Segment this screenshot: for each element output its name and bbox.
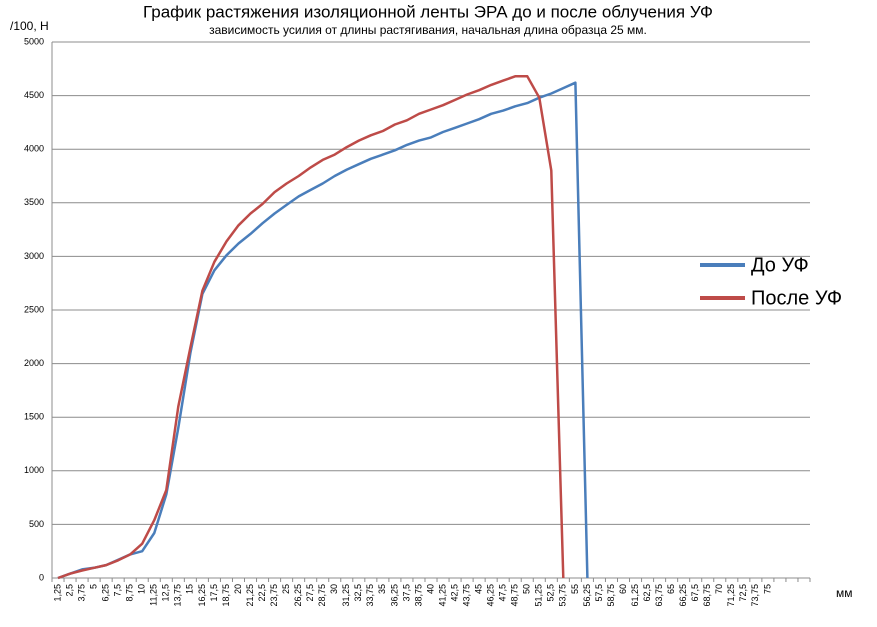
x-tick-label: 48,75 <box>510 584 520 607</box>
x-tick-label: 13,75 <box>173 584 183 607</box>
x-tick-label: 15 <box>185 584 195 594</box>
y-tick-label: 5000 <box>24 36 44 46</box>
x-tick-label: 52,5 <box>546 584 556 602</box>
x-tick-label: 58,75 <box>606 584 616 607</box>
x-tick-label: 37,5 <box>401 584 411 602</box>
y-tick-label: 3500 <box>24 197 44 207</box>
y-tick-label: 2500 <box>24 304 44 314</box>
y-tick-label: 2000 <box>24 358 44 368</box>
x-axis-label: мм <box>836 586 853 600</box>
series-line <box>57 81 589 580</box>
y-tick-label: 4500 <box>24 90 44 100</box>
x-tick-label: 33,75 <box>365 584 375 607</box>
x-tick-label: 72,5 <box>738 584 748 602</box>
legend-label: После УФ <box>751 287 842 309</box>
x-tick-label: 43,75 <box>461 584 471 607</box>
x-tick-label: 61,25 <box>630 584 640 607</box>
x-tick-label: 50 <box>522 584 532 594</box>
x-tick-label: 26,25 <box>293 584 303 607</box>
x-tick-label: 31,25 <box>341 584 351 607</box>
x-tick-label: 36,25 <box>389 584 399 607</box>
chart-title: График растяжения изоляционной ленты ЭРА… <box>143 2 713 21</box>
x-tick-label: 12,5 <box>161 584 171 602</box>
x-tick-label: 71,25 <box>726 584 736 607</box>
x-tick-label: 55 <box>570 584 580 594</box>
y-tick-label: 1000 <box>24 465 44 475</box>
x-tick-label: 22,5 <box>257 584 267 602</box>
y-axis-label: /100, Н <box>10 19 49 33</box>
x-tick-label: 56,25 <box>582 584 592 607</box>
x-tick-label: 38,75 <box>413 584 423 607</box>
x-tick-label: 23,75 <box>269 584 279 607</box>
x-tick-label: 66,25 <box>678 584 688 607</box>
x-tick-label: 30 <box>329 584 339 594</box>
x-tick-label: 53,75 <box>558 584 568 607</box>
series-line <box>57 75 565 580</box>
y-tick-label: 0 <box>39 572 44 582</box>
x-tick-label: 70 <box>714 584 724 594</box>
x-tick-label: 8,75 <box>125 584 135 602</box>
x-tick-label: 57,5 <box>594 584 604 602</box>
x-tick-label: 3,75 <box>76 584 86 602</box>
x-tick-label: 28,75 <box>317 584 327 607</box>
x-tick-label: 6,25 <box>101 584 111 602</box>
x-tick-label: 73,75 <box>750 584 760 607</box>
legend-label: До УФ <box>751 254 809 276</box>
x-tick-label: 68,75 <box>702 584 712 607</box>
y-tick-label: 1500 <box>24 412 44 422</box>
x-tick-label: 65 <box>666 584 676 594</box>
x-tick-label: 45 <box>474 584 484 594</box>
x-tick-label: 60 <box>618 584 628 594</box>
x-tick-label: 2,5 <box>64 584 74 597</box>
x-tick-label: 40 <box>425 584 435 594</box>
x-tick-label: 51,25 <box>534 584 544 607</box>
x-tick-label: 41,25 <box>437 584 447 607</box>
x-tick-label: 5 <box>88 584 98 589</box>
chart-subtitle: зависимость усилия от длины растягивания… <box>209 23 647 37</box>
x-tick-label: 47,5 <box>498 584 508 602</box>
x-tick-label: 16,25 <box>197 584 207 607</box>
x-tick-label: 25 <box>281 584 291 594</box>
x-tick-label: 18,75 <box>221 584 231 607</box>
y-tick-label: 3000 <box>24 251 44 261</box>
x-tick-label: 67,5 <box>690 584 700 602</box>
x-tick-label: 1,25 <box>52 584 62 602</box>
x-tick-label: 32,5 <box>353 584 363 602</box>
x-tick-label: 62,5 <box>642 584 652 602</box>
x-tick-label: 42,5 <box>449 584 459 602</box>
x-tick-label: 75 <box>762 584 772 594</box>
x-tick-label: 11,25 <box>149 584 159 606</box>
y-tick-label: 4000 <box>24 144 44 154</box>
x-tick-label: 20 <box>233 584 243 594</box>
x-tick-label: 21,25 <box>245 584 255 607</box>
x-tick-label: 63,75 <box>654 584 664 607</box>
x-tick-label: 35 <box>377 584 387 594</box>
x-tick-label: 27,5 <box>305 584 315 602</box>
y-tick-label: 500 <box>29 519 44 529</box>
x-tick-label: 17,5 <box>209 584 219 602</box>
x-tick-label: 46,25 <box>486 584 496 607</box>
x-tick-label: 7,5 <box>113 584 123 597</box>
x-tick-label: 10 <box>137 584 147 594</box>
